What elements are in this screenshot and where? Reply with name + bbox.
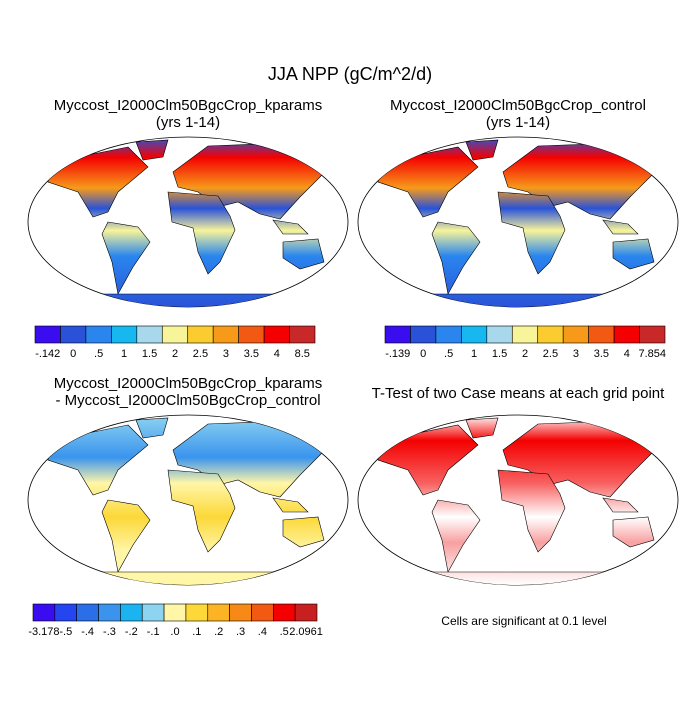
colorbar-label: -3.178	[28, 626, 59, 638]
map	[357, 136, 679, 308]
colorbar-label: 1	[121, 348, 127, 360]
colorbar-swatch	[251, 603, 274, 622]
panel-title: T-Test of two Case means at each grid po…	[372, 385, 665, 402]
panel-subtitle: - Myccost_I2000Clm50BgcCrop_control	[55, 392, 320, 409]
colorbar-label: 3.5	[244, 348, 259, 360]
colorbar-swatch	[511, 325, 539, 344]
colorbar-label: 3	[223, 348, 229, 360]
colorbar-label: -.2	[125, 626, 138, 638]
panel-title: Myccost_I2000Clm50BgcCrop_control	[390, 97, 646, 114]
colorbar-swatch	[229, 603, 252, 622]
colorbar-label: 1.5	[142, 348, 157, 360]
colorbar-swatch	[273, 603, 296, 622]
colorbar-label: -.139	[385, 348, 410, 360]
colorbar-label: -.1	[147, 626, 160, 638]
colorbar-label: 4	[624, 348, 630, 360]
colorbar-swatch	[161, 325, 189, 344]
colorbar-label: 1.5	[492, 348, 507, 360]
figure-title: JJA NPP (gC/m^2/d)	[268, 64, 432, 84]
colorbar-label: 4	[274, 348, 280, 360]
note: Cells are significant at 0.1 level	[441, 614, 606, 628]
colorbar-swatch	[461, 325, 488, 344]
map	[27, 136, 349, 308]
colorbar-label: 0	[420, 348, 426, 360]
colorbar-swatch	[141, 603, 165, 622]
colorbar-swatch	[187, 325, 214, 344]
colorbar-swatch	[60, 325, 87, 344]
colorbar-swatch	[120, 603, 143, 622]
colorbar-swatch	[289, 325, 316, 344]
colorbar-swatch	[111, 325, 138, 344]
colorbar-swatch	[562, 325, 589, 344]
colorbar-label: .1	[192, 626, 201, 638]
colorbar-label: .2	[214, 626, 223, 638]
colorbar-label: 2	[172, 348, 178, 360]
colorbar-label: 3	[573, 348, 579, 360]
colorbar-label: 2.0961	[289, 626, 323, 638]
colorbar-swatch	[207, 603, 230, 622]
colorbar-swatch	[212, 325, 239, 344]
colorbar-swatch	[435, 325, 462, 344]
colorbar-label: 7.854	[639, 348, 667, 360]
colorbar-swatch	[263, 325, 290, 344]
map	[357, 414, 679, 586]
colorbar-swatch	[136, 325, 163, 344]
colorbar-swatch	[410, 325, 437, 344]
colorbar-swatch	[486, 325, 513, 344]
colorbar-swatch	[588, 325, 615, 344]
colorbar-label: .4	[258, 626, 267, 638]
colorbar-swatch	[238, 325, 265, 344]
colorbar-swatch	[537, 325, 564, 344]
colorbar-swatch	[76, 603, 99, 622]
colorbar-label: .5	[94, 348, 103, 360]
colorbar-label: -.5	[59, 626, 72, 638]
colorbar-label: .3	[236, 626, 245, 638]
colorbar-label: -.3	[103, 626, 116, 638]
panel-title: Myccost_I2000Clm50BgcCrop_kparams	[54, 375, 322, 392]
colorbar-label: .0	[170, 626, 179, 638]
colorbar-swatch	[294, 603, 318, 622]
colorbar-label: 2	[522, 348, 528, 360]
colorbar-label: -.142	[35, 348, 60, 360]
map	[27, 414, 349, 586]
colorbar-label: .5	[444, 348, 453, 360]
colorbar-label: 2.5	[193, 348, 208, 360]
colorbar-label: 0	[70, 348, 76, 360]
colorbar-label: -.4	[81, 626, 94, 638]
colorbar-label: .5	[280, 626, 289, 638]
panel-subtitle: (yrs 1-14)	[156, 114, 220, 131]
colorbar-swatch	[85, 325, 112, 344]
colorbar-swatch	[34, 325, 61, 344]
colorbar-swatch	[185, 603, 209, 622]
panel-title: Myccost_I2000Clm50BgcCrop_kparams	[54, 97, 322, 114]
colorbar-swatch	[54, 603, 77, 622]
colorbar-swatch	[163, 603, 187, 622]
colorbar-swatch	[98, 603, 121, 622]
colorbar-label: 8.5	[295, 348, 310, 360]
colorbar-swatch	[384, 325, 411, 344]
colorbar-label: 1	[471, 348, 477, 360]
panel-subtitle: (yrs 1-14)	[486, 114, 550, 131]
colorbar-swatch	[613, 325, 640, 344]
colorbar-swatch	[639, 325, 666, 344]
colorbar-label: 3.5	[594, 348, 609, 360]
colorbar-swatch	[32, 603, 56, 622]
colorbar-label: 2.5	[543, 348, 558, 360]
